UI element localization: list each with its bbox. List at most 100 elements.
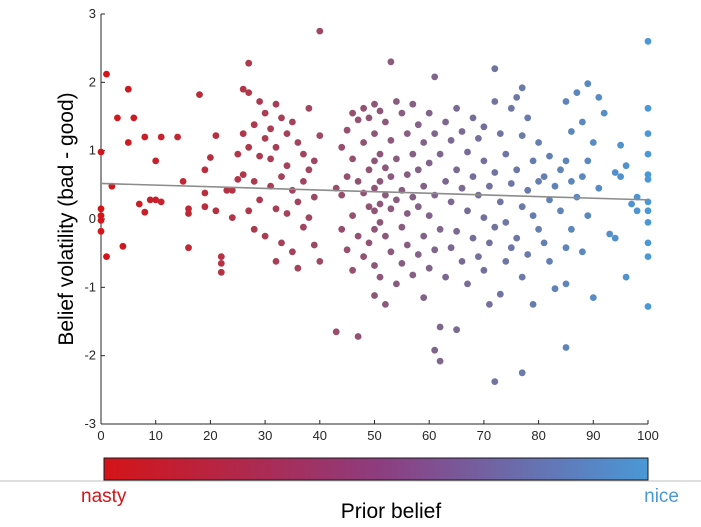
- data-point: [289, 248, 296, 256]
- data-point: [300, 223, 307, 231]
- data-point: [644, 239, 652, 247]
- data-point: [425, 109, 433, 117]
- data-point: [294, 139, 302, 146]
- data-point: [201, 203, 209, 211]
- data-point: [546, 152, 553, 160]
- data-point: [562, 98, 570, 105]
- data-point: [518, 369, 526, 377]
- data-point: [398, 109, 406, 117]
- data-point: [644, 207, 652, 215]
- data-point: [409, 193, 417, 201]
- data-point: [398, 260, 406, 267]
- data-point: [135, 200, 143, 208]
- data-point: [146, 196, 154, 204]
- data-point: [371, 100, 378, 108]
- data-point: [524, 114, 532, 122]
- y-tick-label: 3: [89, 6, 96, 21]
- data-point: [414, 251, 422, 258]
- data-point: [393, 280, 400, 288]
- y-tick-label: -2: [84, 348, 96, 363]
- data-point: [97, 212, 105, 220]
- data-point: [371, 262, 378, 269]
- data-point: [633, 207, 641, 215]
- data-point: [245, 89, 253, 96]
- data-point: [97, 217, 105, 224]
- data-point: [518, 132, 526, 140]
- data-point: [201, 166, 209, 174]
- data-point: [261, 135, 269, 142]
- data-point: [486, 239, 493, 247]
- data-point: [584, 212, 592, 220]
- data-point: [267, 125, 274, 133]
- data-point: [464, 148, 471, 156]
- data-point: [458, 184, 466, 192]
- data-point: [272, 258, 280, 265]
- data-point: [453, 326, 460, 334]
- data-point: [644, 176, 652, 183]
- data-point: [436, 357, 444, 365]
- data-point: [398, 223, 406, 231]
- data-point: [217, 260, 225, 267]
- data-point: [644, 253, 652, 260]
- data-point: [562, 157, 570, 165]
- data-point: [382, 232, 389, 240]
- x-tick-label: 70: [477, 428, 491, 443]
- x-tick-label: 60: [422, 428, 436, 443]
- data-point: [217, 268, 225, 276]
- data-point: [239, 85, 247, 93]
- data-point: [97, 205, 105, 213]
- data-point: [551, 285, 559, 293]
- data-point: [562, 244, 570, 252]
- data-point: [513, 94, 521, 101]
- data-point: [174, 133, 182, 141]
- data-point: [584, 157, 592, 165]
- data-point: [371, 184, 378, 192]
- data-point: [606, 230, 614, 238]
- data-point: [185, 205, 192, 213]
- data-point: [387, 137, 395, 144]
- data-point: [414, 121, 422, 129]
- data-point: [475, 135, 482, 142]
- data-point: [185, 244, 192, 252]
- data-point: [546, 196, 553, 204]
- data-point: [376, 273, 384, 281]
- data-point: [507, 180, 515, 187]
- data-point: [469, 114, 477, 122]
- data-point: [611, 234, 619, 242]
- data-point: [338, 191, 346, 199]
- data-point: [267, 155, 274, 163]
- x-tick-label: 30: [258, 428, 272, 443]
- data-point: [97, 227, 105, 235]
- data-point: [579, 248, 586, 256]
- data-point: [294, 198, 302, 206]
- data-point: [382, 191, 389, 199]
- data-point: [103, 70, 110, 78]
- data-point: [469, 173, 477, 181]
- data-point: [535, 139, 542, 146]
- trend-line: [100, 182, 649, 201]
- data-point: [486, 182, 493, 190]
- data-point: [360, 104, 367, 112]
- data-point: [393, 196, 400, 204]
- data-point: [316, 258, 324, 265]
- data-point: [365, 114, 373, 122]
- data-point: [595, 94, 603, 101]
- data-point: [425, 264, 433, 272]
- data-point: [622, 273, 630, 281]
- colorbar: [103, 457, 649, 481]
- data-point: [491, 65, 499, 73]
- data-point: [464, 207, 471, 215]
- data-point: [431, 130, 439, 138]
- data-point: [507, 244, 515, 252]
- data-point: [403, 210, 411, 217]
- data-point: [502, 150, 510, 158]
- data-point: [371, 225, 378, 233]
- data-point: [376, 200, 384, 208]
- data-point: [217, 253, 225, 260]
- data-point: [305, 104, 313, 112]
- data-point: [272, 100, 280, 108]
- data-point: [239, 171, 247, 179]
- data-point: [589, 139, 597, 146]
- data-point: [119, 242, 127, 250]
- data-point: [644, 130, 652, 138]
